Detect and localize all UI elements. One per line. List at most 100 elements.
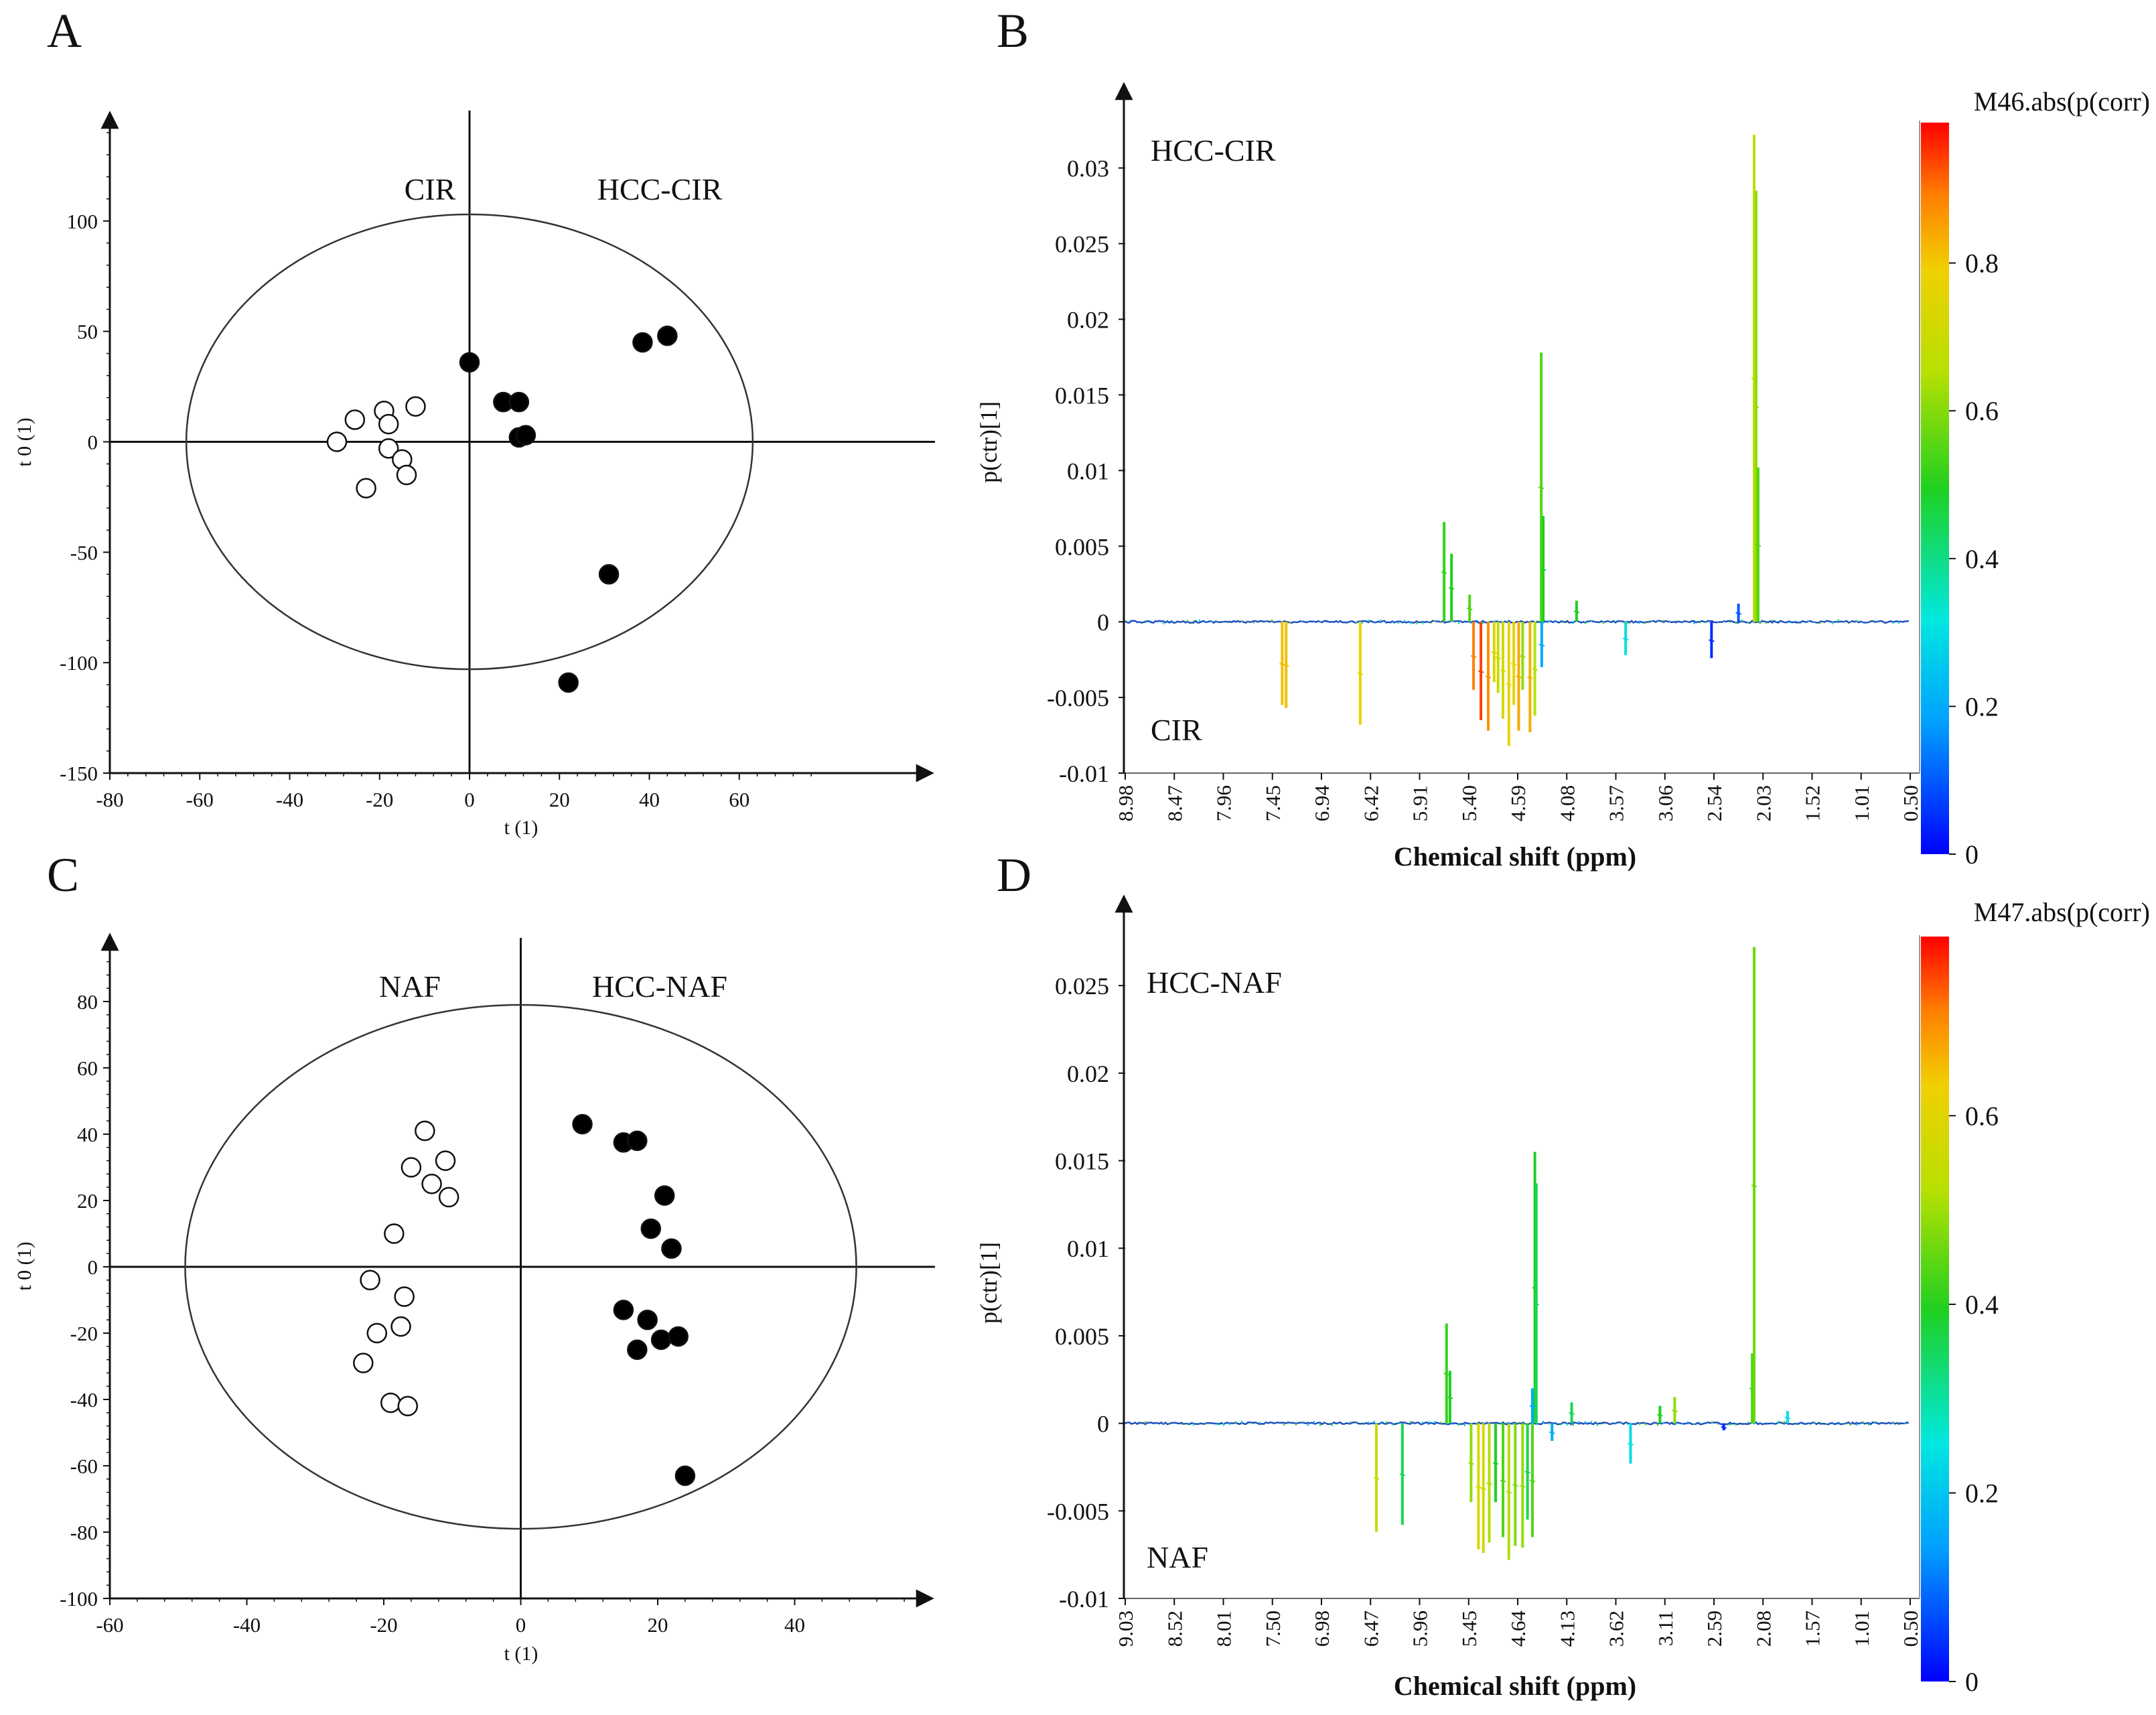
colorbar-tick-label: 0 [1965,1667,1979,1697]
panel-a-group-left: CIR [405,172,456,206]
panel-letter-d: D [997,848,1031,902]
colorbar-tick-label: 0 [1965,839,1979,870]
spectrum-baseline [1125,1421,1910,1426]
x-tick-label: 5.45 [1457,1610,1481,1647]
x-tick-label: 4.64 [1506,1610,1530,1647]
data-point-filled [674,1465,696,1487]
spectrum-peak-shoulder [1524,1470,1530,1474]
spectrum-peak-shoulder [1784,1416,1791,1420]
panel-b-colorbar-title: M46.abs(p(corr) [1974,86,2150,117]
data-point-open [380,1392,401,1414]
data-point-filled [668,1326,689,1347]
spectrum-peak-shoulder [1283,664,1289,667]
x-tick-label: 6.94 [1310,785,1334,822]
spectrum-peak-shoulder [1447,1396,1453,1399]
data-point-filled [627,1130,648,1152]
x-tick-label: 60 [729,788,749,811]
x-tick-label: 1.01 [1850,785,1873,821]
spectrum-peak-shoulder [1533,1302,1540,1306]
colorbar-tick-label: 0.4 [1965,544,1999,574]
spectrum-peak-shoulder [1520,1485,1526,1488]
x-tick-label: 7.45 [1261,785,1285,821]
data-point-filled [613,1300,634,1320]
y-tick-label: 0.02 [1067,1060,1109,1087]
y-tick-label: 0.005 [1055,1323,1109,1350]
spectrum-peak-shoulder [1532,668,1538,671]
data-point-filled [515,425,536,445]
spectrum-peak-shoulder [1500,1479,1506,1483]
spectrum-peak-shoulder [1735,612,1741,615]
y-tick-label: -0.005 [1047,685,1109,711]
spectrum-baseline [1125,620,1910,624]
panel-letter-b: B [997,4,1029,58]
spectrum-peak-shoulder [1749,1387,1755,1391]
panel-c-y-label: t 0 (1) [13,1241,35,1290]
x-tick-label: 5.40 [1457,785,1481,821]
panel-b-loadings-plot: -0.01-0.00500.0050.010.0150.020.0250.03 … [975,82,2150,872]
x-tick-label: 2.03 [1751,785,1775,821]
spectrum-peak-shoulder [1657,1414,1663,1417]
spectrum-peak-shoulder [1448,587,1455,590]
data-point-filled [459,352,480,373]
spectrum-peak-shoulder [1512,1484,1518,1487]
y-tick-label: 0.015 [1055,382,1109,409]
spectrum-peak-shoulder [1538,644,1545,647]
data-point-filled [632,332,653,353]
data-point-open [353,1353,374,1373]
data-point-filled [508,391,530,413]
data-point-open [378,413,399,435]
panel-d-colorbar [1921,937,1949,1682]
x-tick-label: 20 [549,788,570,811]
spectrum-peak-shoulder [1755,544,1762,547]
data-point-open [421,1174,442,1194]
spectrum-peak-shoulder [1486,1482,1492,1485]
x-tick-label: 2.08 [1751,1610,1775,1647]
x-tick-label: 1.57 [1801,1610,1824,1647]
spectrum-peak-shoulder [1628,1442,1634,1446]
spectrum-peak-shoulder [1506,1491,1512,1494]
data-point-open [356,478,376,498]
spectrum-peak-shoulder [1480,1487,1486,1491]
data-point-open [326,431,348,452]
panel-d-x-label: Chemical shift (ppm) [1394,1671,1636,1701]
spectrum-peak-shoulder [1527,676,1533,679]
x-tick-label: 3.11 [1654,1610,1677,1646]
y-tick-label: -40 [70,1388,98,1412]
x-tick-label: 0.50 [1899,1610,1922,1647]
x-tick-label: -60 [186,788,214,811]
panel-c-group-left: NAF [379,969,441,1004]
spectrum-peak-shoulder [1466,607,1473,610]
data-point-open [360,1270,380,1291]
spectrum-peak-shoulder [1470,655,1477,658]
x-tick-label: 7.96 [1212,785,1236,821]
y-tick-label: 0.02 [1067,307,1109,334]
panel-letter-c: C [47,848,79,902]
panel-d-loadings-plot: -0.01 -0.005 0 0.005 0.01 0.015 0.02 0.025 9.03… [975,894,2150,1701]
data-point-filled [637,1309,658,1330]
data-point-open [396,464,417,486]
x-tick-label: 40 [639,788,660,811]
spectrum-peak-shoulder [1753,405,1759,409]
y-tick-label: 0.01 [1067,458,1109,484]
y-tick-label: 0 [88,431,98,454]
data-point-open [415,1120,435,1142]
spectrum-peak-shoulder [1468,1462,1474,1465]
data-point-open [390,1316,411,1337]
x-tick-label: 6.47 [1359,1610,1382,1647]
x-tick-label: 6.98 [1310,1610,1334,1647]
data-point-filled [598,564,620,585]
panel-b-label-top: HCC-CIR [1151,133,1276,167]
panel-a-score-plot: -80 -60 -40 -20 0 20 40 60 -150 -100 -50 0 50 100 t … [13,111,935,839]
panel-a-hotelling-ellipse [185,213,754,671]
y-tick-label: 0 [1097,609,1109,636]
x-tick-label: 3.06 [1654,785,1677,821]
x-tick-label: 20 [648,1613,668,1637]
x-tick-label: 4.59 [1506,785,1530,821]
data-point-open [438,1186,459,1208]
y-tick-label: 60 [77,1056,98,1080]
y-tick-label: 100 [67,210,98,233]
panel-c-hotelling-ellipse [184,1004,857,1530]
data-point-filled [572,1113,593,1135]
spectrum-peak-shoulder [1495,657,1501,660]
x-tick-label: 8.01 [1212,1610,1236,1647]
